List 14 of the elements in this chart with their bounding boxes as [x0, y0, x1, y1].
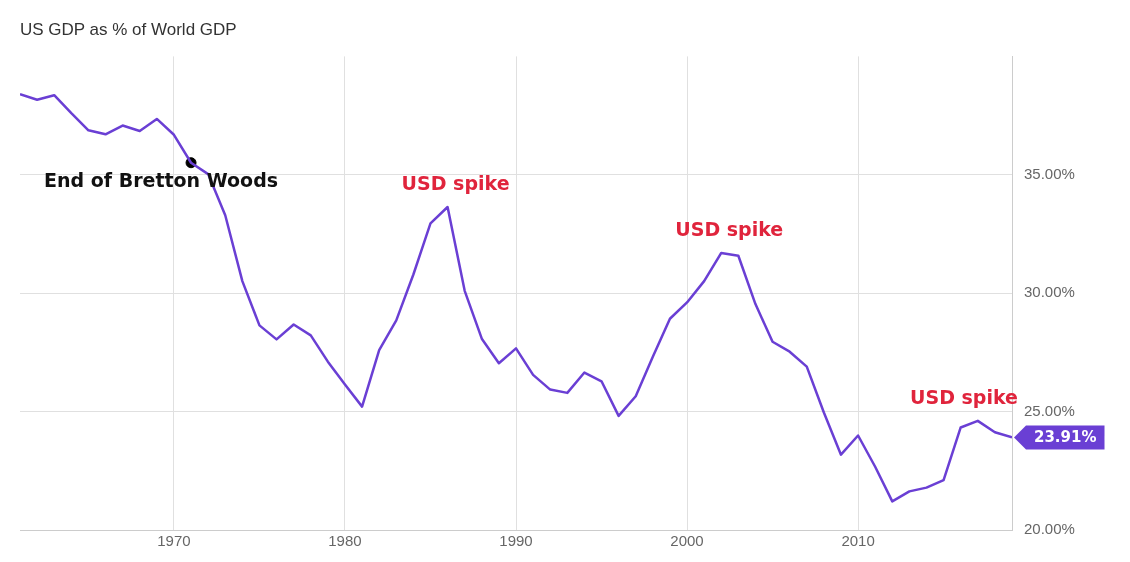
annotation: USD spike	[401, 172, 510, 195]
y-tick-label: 30.00%	[1024, 283, 1075, 301]
data-label: 23.91%	[1034, 428, 1097, 447]
x-tick-label: 2000	[670, 532, 704, 550]
y-tick-label: 20.00%	[1024, 520, 1075, 538]
chart-title: US GDP as % of World GDP	[20, 19, 237, 39]
y-tick-label: 35.00%	[1024, 164, 1075, 182]
y-tick-label: 25.00%	[1024, 401, 1075, 419]
x-tick-label: 1990	[499, 532, 533, 550]
x-tick-label: 1970	[157, 532, 191, 550]
x-tick-label: 1980	[328, 532, 362, 550]
annotation: USD spike	[675, 218, 784, 241]
x-tick-label: 2010	[841, 532, 875, 550]
annotation: USD spike	[910, 386, 1018, 409]
